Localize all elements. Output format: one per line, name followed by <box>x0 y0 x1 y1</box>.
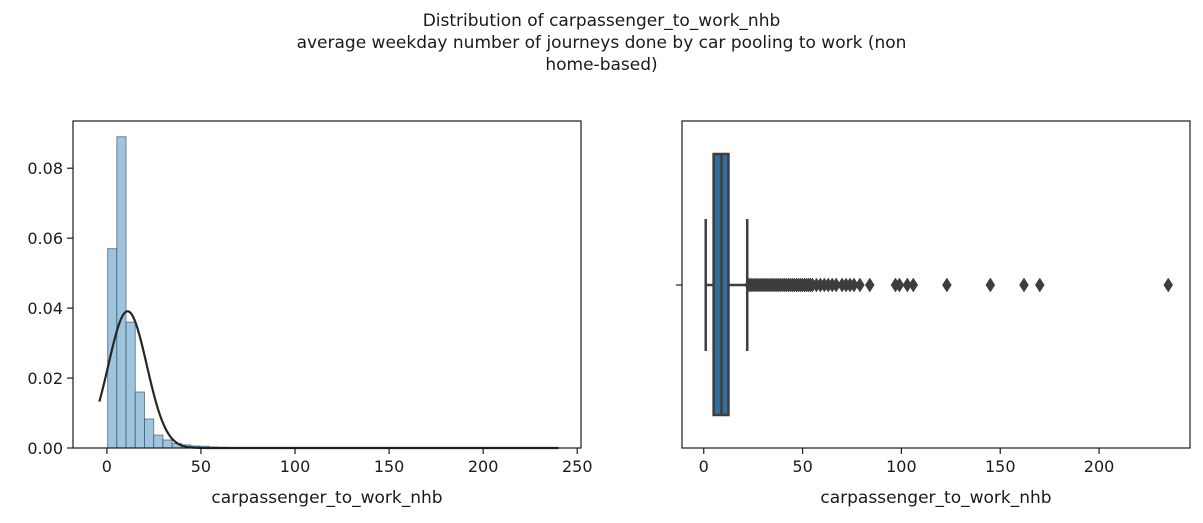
outlier-point <box>855 277 865 293</box>
x-axis-label: carpassenger_to_work_nhb <box>820 488 1051 508</box>
histogram-bar <box>125 321 136 449</box>
y-tick-label: 0.04 <box>27 299 63 318</box>
x-tick-label: 150 <box>985 457 1016 476</box>
histogram-bar <box>162 439 173 449</box>
outlier-point <box>942 277 952 293</box>
boxplot-chart: 0 50 100 150 200 carpassenger_to_work_nhb <box>676 120 1191 508</box>
figure-title: Distribution of carpassenger_to_work_nhb… <box>0 10 1203 76</box>
title-line-3: home-based) <box>545 55 658 75</box>
outlier-point <box>985 277 996 293</box>
x-tick-label: 150 <box>374 457 405 476</box>
outlier-point <box>1163 277 1174 293</box>
x-tick-label: 100 <box>886 457 917 476</box>
title-line-2: average weekday number of journeys done … <box>296 33 907 53</box>
y-tick-label: 0.06 <box>27 229 63 248</box>
x-axis-label: carpassenger_to_work_nhb <box>211 488 442 508</box>
y-tick-label: 0.00 <box>27 439 63 458</box>
x-tick-label: 50 <box>191 457 211 476</box>
x-tick-label: 0 <box>699 457 709 476</box>
outlier-point <box>864 277 875 293</box>
histogram-bar <box>134 391 145 449</box>
histogram-axes-frame <box>72 120 582 449</box>
outlier-point <box>1034 277 1045 293</box>
histogram-bar <box>116 136 127 449</box>
histogram-bar <box>143 418 155 449</box>
histogram-chart: 0 50 100 150 200 250 0.00 0.02 0.04 0.06 0.08 carpa… <box>27 120 593 508</box>
outlier-point <box>908 277 919 293</box>
histogram-bar <box>153 434 164 449</box>
x-tick-label: 200 <box>468 457 499 476</box>
x-tick-label: 100 <box>280 457 311 476</box>
y-tick-label: 0.02 <box>27 369 63 388</box>
x-tick-label: 0 <box>102 457 112 476</box>
outlier-point <box>1019 277 1029 293</box>
x-tick-label: 250 <box>562 457 593 476</box>
kde-curve <box>98 310 559 450</box>
title-line-1: Distribution of carpassenger_to_work_nhb <box>422 11 781 31</box>
x-tick-label: 50 <box>792 457 812 476</box>
y-tick-label: 0.08 <box>27 159 63 178</box>
outlier-point <box>894 277 905 293</box>
x-tick-label: 200 <box>1084 457 1115 476</box>
